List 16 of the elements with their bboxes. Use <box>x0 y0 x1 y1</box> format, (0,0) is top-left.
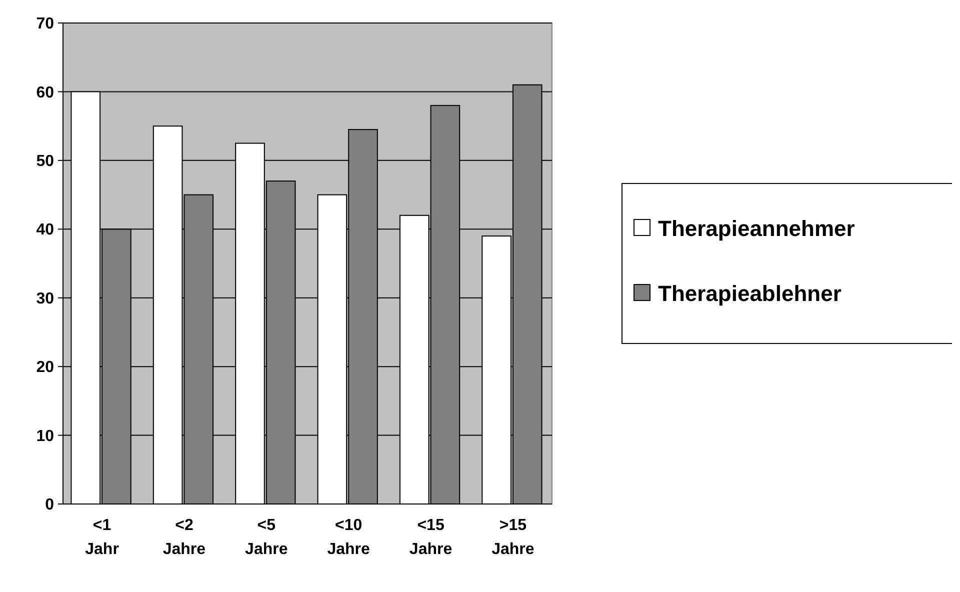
x-tick-label: <15 Jahre <box>409 517 452 558</box>
x-tick-label: >15 Jahre <box>492 517 534 558</box>
x-tick-label: <10 Jahre <box>327 517 370 558</box>
x-tick-label: <2 Jahre <box>162 517 206 558</box>
y-tick-label: 40 <box>36 222 54 239</box>
x-tick-label: <5 Jahre <box>245 517 288 558</box>
y-tick-label: 10 <box>36 428 54 445</box>
y-tick-label: 50 <box>36 153 54 170</box>
y-tick-label: 70 <box>36 16 54 33</box>
y-tick-label: 20 <box>36 359 54 376</box>
legend-label: Therapieablehner <box>658 281 842 306</box>
y-tick-label: 60 <box>36 84 54 102</box>
y-tick-label: 0 <box>45 496 54 514</box>
legend-label: Therapieannehmer <box>658 216 856 242</box>
y-tick-label: 30 <box>36 290 54 308</box>
x-tick-label: <1 Jahr <box>85 517 119 558</box>
